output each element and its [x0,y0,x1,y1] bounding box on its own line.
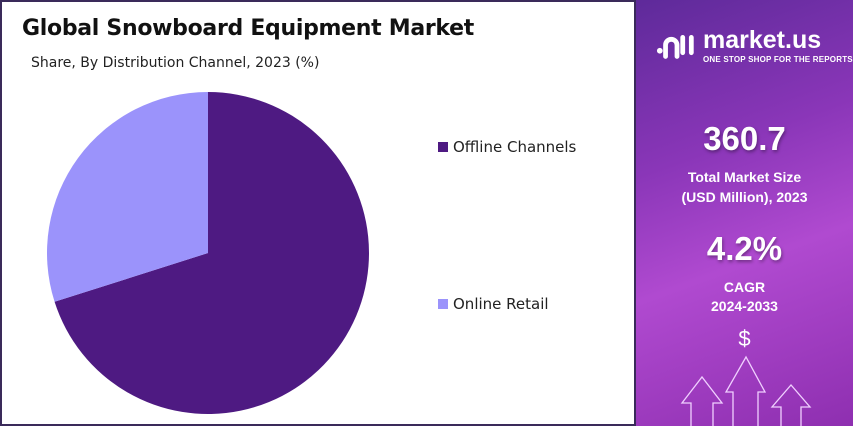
market-size-value: 360.7 [703,120,786,157]
pie-slice-online-retail [46,92,208,302]
chart-panel: Global Snowboard Equipment Market Share,… [0,0,636,426]
market-size-label-2: (USD Million), 2023 [681,189,808,205]
legend-swatch [438,299,448,309]
market-size-label-1: Total Market Size [687,169,802,185]
legend-item-online: Online Retail [438,295,549,313]
legend-item-offline: Offline Channels [438,138,576,156]
logo-name: market.us [703,26,822,54]
summary-panel: market.us ONE STOP SHOP FOR THE REPORTS … [636,0,853,426]
growth-arrows-icon [680,355,812,426]
logo-icon [656,34,694,59]
dollar-icon: $ [738,326,751,351]
market-us-logo: market.us ONE STOP SHOP FOR THE REPORTS [656,26,853,65]
legend-label: Offline Channels [453,138,577,156]
pie-chart [46,92,370,414]
cagr-label-1: CAGR [723,279,766,295]
chart-subtitle: Share, By Distribution Channel, 2023 (%) [31,55,320,71]
legend-swatch [438,142,448,152]
logo-tagline: ONE STOP SHOP FOR THE REPORTS [703,55,853,64]
pie-slice-offline-channels [54,92,370,414]
chart-title: Global Snowboard Equipment Market [22,16,474,41]
legend-label: Online Retail [453,295,549,313]
cagr-label-2: 2024-2033 [711,298,778,314]
cagr-value: 4.2% [706,230,783,267]
